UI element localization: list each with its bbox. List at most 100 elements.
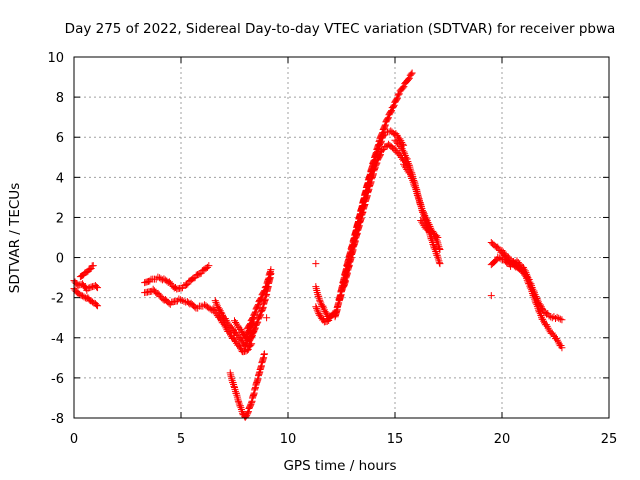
data-point: [244, 408, 252, 416]
data-point: [377, 137, 385, 145]
data-point: [236, 343, 244, 351]
data-point: [399, 84, 407, 92]
y-tick-label: -6: [51, 372, 64, 387]
data-point: [553, 336, 561, 344]
x-tick-label: 15: [387, 432, 404, 447]
data-point: [243, 346, 251, 354]
data-point: [313, 306, 321, 314]
x-tick-label: 0: [70, 432, 78, 447]
data-point: [242, 341, 250, 349]
x-axis-label: GPS time / hours: [283, 458, 396, 474]
data-point: [558, 344, 566, 352]
data-point: [254, 318, 262, 326]
data-point: [216, 305, 224, 313]
grid-lines: [74, 57, 609, 418]
data-point: [221, 315, 229, 323]
data-point: [400, 83, 408, 91]
data-point: [545, 312, 553, 320]
data-point: [313, 304, 321, 312]
y-axis-label: SDTVAR / TECUs: [7, 183, 23, 293]
data-point: [260, 350, 268, 358]
data-point: [539, 315, 547, 323]
data-points: [70, 69, 566, 421]
data-point: [558, 316, 566, 324]
data-point: [253, 319, 261, 327]
data-point: [212, 298, 220, 306]
y-tick-label: -2: [51, 292, 64, 307]
data-point: [263, 314, 271, 322]
data-point: [549, 331, 557, 339]
x-tick-label: 5: [177, 432, 185, 447]
data-point: [408, 69, 416, 77]
data-point: [434, 234, 442, 241]
data-point: [312, 303, 320, 311]
data-point: [523, 273, 531, 281]
data-point: [388, 107, 396, 115]
data-point: [247, 320, 255, 328]
data-point: [376, 152, 384, 160]
data-point: [387, 108, 395, 116]
data-point: [395, 90, 403, 98]
data-point: [80, 293, 88, 301]
data-point: [372, 160, 380, 168]
data-point: [436, 246, 444, 254]
data-point: [487, 292, 495, 300]
data-point: [267, 266, 275, 274]
data-point: [404, 75, 412, 83]
x-tick-label: 10: [280, 432, 297, 447]
data-point: [423, 215, 431, 223]
y-tick-label: 4: [56, 171, 64, 186]
data-point: [393, 94, 401, 102]
data-point: [242, 333, 250, 341]
data-point: [312, 260, 320, 268]
data-point: [182, 298, 190, 306]
data-point: [397, 143, 405, 151]
data-point: [260, 288, 268, 296]
y-tick-label: 10: [47, 51, 64, 66]
data-point: [177, 296, 185, 304]
data-point: [524, 274, 532, 282]
data-point: [211, 297, 219, 305]
data-point: [379, 132, 387, 140]
data-point: [81, 283, 89, 291]
data-point: [146, 277, 154, 285]
data-point: [402, 153, 410, 161]
plot-border: [73, 56, 610, 419]
data-point: [394, 91, 402, 99]
data-point: [183, 281, 191, 289]
data-point: [86, 284, 94, 292]
data-point: [515, 262, 523, 270]
x-tick-labels: 0 5 10 15 20 25: [70, 432, 617, 447]
data-point: [254, 301, 262, 309]
data-point: [533, 294, 541, 302]
data-point: [532, 293, 540, 301]
data-point: [542, 321, 550, 329]
data-point: [435, 259, 443, 267]
chart-title: Day 275 of 2022, Sidereal Day-to-day VTE…: [65, 21, 616, 37]
data-point: [494, 253, 502, 261]
x-tick-label: 20: [494, 432, 511, 447]
data-point: [261, 287, 269, 295]
data-point: [492, 257, 500, 265]
data-point: [373, 159, 381, 167]
data-point: [257, 295, 265, 303]
data-point: [227, 331, 235, 339]
data-point: [550, 313, 558, 321]
y-tick-label: 6: [56, 131, 64, 146]
data-point: [376, 151, 384, 159]
data-point: [89, 298, 97, 306]
data-point: [254, 302, 262, 310]
data-point: [425, 221, 433, 229]
data-point: [92, 301, 100, 309]
data-point: [257, 311, 265, 319]
data-point: [94, 302, 102, 310]
data-point: [552, 334, 560, 342]
data-point: [396, 135, 404, 143]
data-point: [384, 115, 392, 123]
data-point: [384, 114, 392, 122]
data-point: [175, 295, 183, 303]
y-tick-label: -4: [51, 332, 64, 347]
data-point: [89, 262, 97, 270]
data-point: [261, 284, 269, 292]
